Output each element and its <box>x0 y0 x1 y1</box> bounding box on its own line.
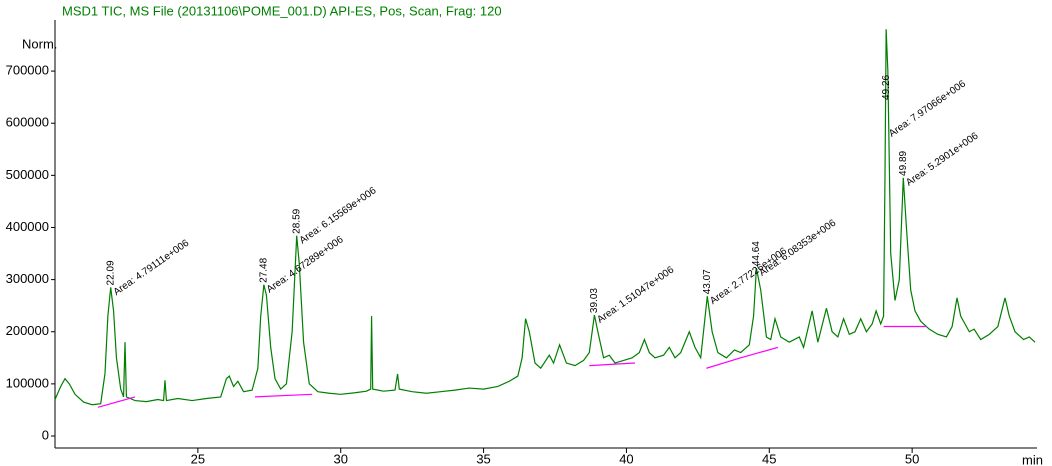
y-tick-label: 0 <box>42 427 49 442</box>
baseline <box>97 396 136 408</box>
x-tick-label: 30 <box>333 451 347 466</box>
y-tick-label: 200000 <box>6 323 49 338</box>
peak-area: Area: 1.51047e+006 <box>595 264 676 325</box>
peak-retention-time: 49.26 <box>881 75 892 100</box>
peak-retention-time: 49.89 <box>898 150 909 175</box>
x-tick-label: 25 <box>191 451 205 466</box>
peak-retention-time: 43.07 <box>702 269 713 294</box>
peak-retention-time: 22.09 <box>105 260 116 285</box>
baseline <box>589 362 636 367</box>
x-tick-label: 40 <box>619 451 633 466</box>
y-tick-label: 400000 <box>6 219 49 234</box>
peak-area: Area: 7.97066e+006 <box>887 78 968 139</box>
peak-area: Area: 6.08353e+006 <box>757 217 838 278</box>
y-tick-label: 700000 <box>6 63 49 78</box>
y-tick-label: 600000 <box>6 115 49 130</box>
x-axis-label: min <box>1022 452 1043 466</box>
trace-line <box>55 29 1036 406</box>
y-tick-label: 500000 <box>6 167 49 182</box>
x-tick-label: 50 <box>905 451 919 466</box>
y-tick-label: 300000 <box>6 271 49 286</box>
peak-retention-time: 39.03 <box>589 288 600 313</box>
peak-area: Area: 4.79111e+006 <box>112 237 192 298</box>
y-axis-label: Norm. <box>22 36 57 51</box>
peak-area: Area: 5.2901e+006 <box>904 130 981 188</box>
x-tick-label: 35 <box>476 451 490 466</box>
baseline <box>254 393 313 398</box>
y-tick-label: 100000 <box>6 375 49 390</box>
x-tick-label: 45 <box>762 451 776 466</box>
peak-retention-time: 44.64 <box>751 241 762 266</box>
peak-retention-time: 28.59 <box>291 208 302 233</box>
peak-retention-time: 27.48 <box>258 257 269 282</box>
plot-area <box>55 29 1036 408</box>
chart-title: MSD1 TIC, MS File (20131106\POME_001.D) … <box>62 3 502 18</box>
baseline <box>706 346 779 369</box>
